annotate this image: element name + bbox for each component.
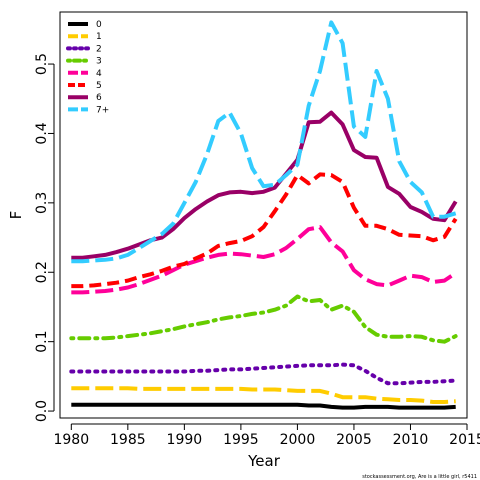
legend: 0 1 2 3 4 5 6 7+ xyxy=(66,20,109,115)
y-tick-label: 0.0 xyxy=(34,400,50,422)
series-line-1 xyxy=(71,386,456,404)
y-axis: 0.0 0.1 0.2 0.3 0.4 0.5 xyxy=(34,53,55,422)
footnote: stockassessment.org, Are is a little gir… xyxy=(362,474,477,480)
y-axis-title: F xyxy=(7,211,25,220)
series-layer xyxy=(69,20,458,410)
y-tick-label: 0.5 xyxy=(34,53,50,75)
x-tick-label: 2015 xyxy=(449,432,480,448)
x-tick-label: 1990 xyxy=(167,432,203,448)
y-tick-label: 0.3 xyxy=(34,192,50,214)
x-tick-label: 2005 xyxy=(336,432,372,448)
series-line-6 xyxy=(71,110,458,260)
x-axis-title: Year xyxy=(247,452,281,470)
y-tick-label: 0.2 xyxy=(34,261,50,283)
series-line-4 xyxy=(71,225,457,295)
series-line-5 xyxy=(71,172,458,289)
plot-frame xyxy=(59,11,468,419)
legend-label: 6 xyxy=(96,93,102,103)
series-line-7plus xyxy=(71,20,457,264)
legend-label: 4 xyxy=(96,69,102,79)
x-axis: 1980 1985 1990 1995 2000 2005 2010 2015 xyxy=(53,423,480,448)
y-tick-label: 0.1 xyxy=(34,331,50,353)
series-line-2 xyxy=(69,362,458,386)
x-tick-label: 2010 xyxy=(393,432,429,448)
legend-label: 7+ xyxy=(96,105,109,115)
x-tick-label: 1985 xyxy=(110,432,146,448)
legend-label: 5 xyxy=(96,81,102,91)
legend-label: 3 xyxy=(96,57,102,67)
x-tick-label: 2000 xyxy=(280,432,316,448)
x-tick-label: 1980 xyxy=(53,432,89,448)
series-line-3 xyxy=(69,294,458,344)
x-tick-label: 1995 xyxy=(223,432,259,448)
legend-label: 0 xyxy=(96,20,102,30)
legend-label: 2 xyxy=(96,44,102,54)
series-line-0 xyxy=(71,402,456,410)
y-tick-label: 0.4 xyxy=(34,122,50,144)
legend-label: 1 xyxy=(96,32,102,42)
